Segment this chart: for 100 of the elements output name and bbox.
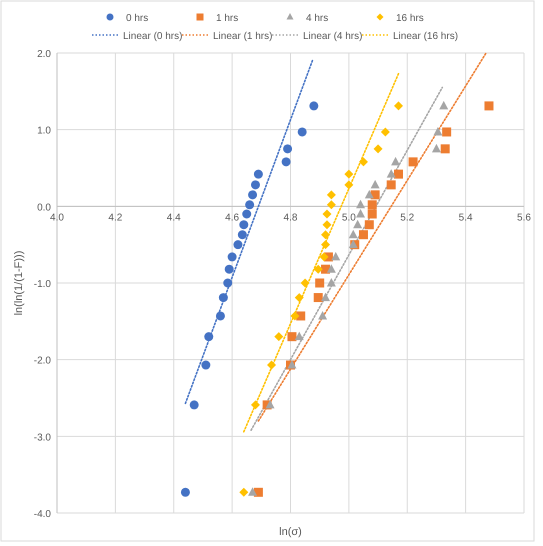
point (380, 127, 390, 136)
point (326, 200, 336, 210)
legend-label: 4 hrs (306, 13, 328, 24)
point (356, 209, 366, 218)
legend-label: Linear (1 hrs) (213, 31, 272, 42)
point (294, 332, 304, 340)
x-tick-label: 4.2 (108, 212, 123, 224)
point (283, 144, 292, 154)
point (368, 210, 377, 218)
point (266, 400, 275, 408)
legend-label: 0 hrs (126, 13, 148, 24)
point (254, 170, 263, 179)
point (287, 332, 296, 342)
point (294, 293, 304, 302)
y-tick-label: 2.0 (37, 49, 52, 60)
x-tick-label: 5.6 (517, 212, 532, 224)
point (309, 101, 318, 110)
point (368, 200, 377, 210)
point (290, 311, 300, 320)
point (250, 400, 260, 410)
point (238, 230, 247, 240)
point (331, 252, 340, 260)
point (358, 230, 368, 240)
point (218, 293, 228, 302)
point (358, 157, 368, 166)
point (248, 487, 258, 496)
point (320, 252, 329, 262)
point (282, 157, 291, 166)
y-tick-label: -1.0 (34, 279, 52, 290)
point (386, 169, 396, 178)
point (370, 180, 380, 188)
point (386, 180, 396, 190)
point (322, 210, 332, 218)
x-tick-label: 4.8 (284, 212, 298, 224)
y-tick-label: -2.0 (34, 356, 52, 367)
point (298, 127, 307, 136)
point (274, 332, 284, 342)
point (245, 200, 254, 210)
point (356, 200, 366, 208)
point (300, 278, 310, 288)
x-tick-label: 4.0 (50, 212, 64, 224)
point (391, 156, 400, 166)
point (190, 400, 199, 410)
point (348, 230, 358, 238)
point (394, 170, 403, 179)
point (321, 292, 330, 302)
point (364, 220, 374, 230)
x-tick-label: 4.6 (225, 212, 240, 224)
point (239, 488, 248, 497)
point (326, 264, 336, 273)
y-tick-label: -3.0 (34, 432, 52, 444)
y-tick-label: 0.0 (37, 202, 52, 214)
point (314, 293, 323, 302)
point (223, 278, 232, 288)
point (394, 101, 403, 110)
y-tick-label: -4.0 (34, 509, 52, 520)
point (248, 190, 258, 200)
point (484, 101, 494, 110)
point (201, 360, 210, 370)
point (233, 240, 242, 250)
legend-label: Linear (16 hrs) (393, 31, 458, 42)
point (228, 252, 237, 262)
point (442, 127, 452, 136)
point (374, 144, 383, 154)
legend-label: 1 hrs (216, 13, 238, 24)
x-tick-label: 5.2 (400, 212, 415, 224)
x-tick-label: 4.4 (166, 212, 182, 224)
point (326, 190, 336, 200)
point (433, 126, 442, 136)
point (239, 220, 248, 230)
point (432, 144, 441, 152)
legend-label: 16 hrs (396, 13, 424, 24)
point (250, 180, 260, 190)
point (326, 278, 336, 286)
point (318, 310, 328, 320)
point (364, 190, 374, 198)
point (344, 180, 354, 190)
x-tick-label: 5.0 (342, 212, 356, 224)
point (321, 240, 330, 250)
y-axis-title: ln(ln(1/(1-F))) (13, 250, 25, 316)
point (224, 264, 234, 274)
x-axis-title: ln(σ) (279, 526, 302, 538)
y-tick-label: 1.0 (37, 126, 52, 137)
x-tick-label: 5.4 (458, 212, 474, 224)
legend-label: Linear (0 hrs) (123, 31, 182, 42)
point (408, 157, 418, 166)
point (344, 170, 354, 179)
point (180, 488, 190, 497)
point (439, 100, 448, 110)
legend-label: Linear (4 hrs) (303, 31, 362, 42)
point (353, 220, 362, 228)
point (204, 332, 214, 342)
point (315, 278, 324, 288)
point (216, 311, 225, 320)
point (321, 230, 330, 240)
point (322, 220, 332, 230)
point (267, 360, 276, 370)
point (314, 264, 323, 274)
point (440, 144, 450, 154)
point (242, 210, 252, 218)
